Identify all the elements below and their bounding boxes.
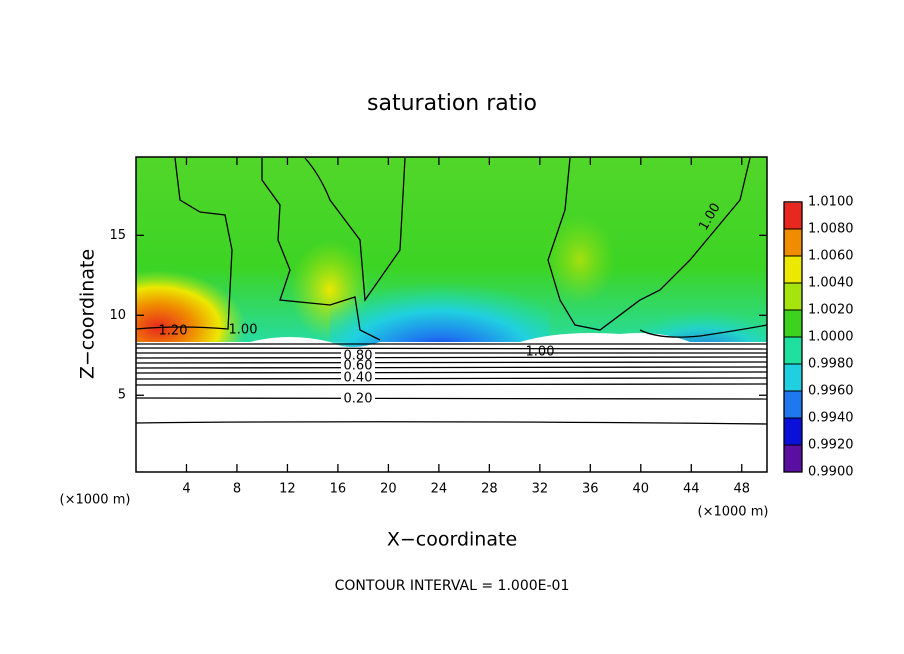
colorbar-label: 0.9900 [808,465,854,480]
y-unit-label: (×1000 m) [60,493,131,508]
chart-title: saturation ratio [367,91,537,116]
colorbar-label: 0.9960 [808,384,854,399]
colorbar-label: 1.0080 [808,222,854,237]
x-tick-label: 32 [532,482,549,497]
contour-label: 0.60 [344,359,373,374]
plot-frame [135,156,768,473]
x-tick-label: 24 [431,482,448,497]
contour-label-bg [341,393,375,405]
colorbar-label: 1.0100 [808,195,854,210]
x-tick-label: 44 [683,482,700,497]
contour-label-bg [341,350,375,362]
colorbar-swatch [784,229,802,256]
contour-label: 0.20 [344,392,373,407]
colorbar-label: 0.9920 [808,438,854,453]
colorbar-swatch [784,337,802,364]
colorbar-label: 0.9980 [808,357,854,372]
contour-label-bg [341,372,375,384]
y-tick-label: 15 [109,228,126,243]
x-tick-label: 20 [380,482,397,497]
colorbar-swatch [784,391,802,418]
contour-label: 0.80 [344,349,373,364]
contour-label: 1.00 [526,345,555,360]
field [136,157,767,472]
colorbar-label: 1.0040 [808,276,854,291]
colorbar-swatch [784,256,802,283]
x-tick-label: 36 [582,482,599,497]
contour-label: 1.20 [159,324,188,339]
colorbar-swatch [784,310,802,337]
x-tick-label: 28 [481,482,498,497]
colorbar-frame [783,201,803,473]
colorbar-label: 1.0060 [808,249,854,264]
colorbar-swatch [784,364,802,391]
x-tick-label: 8 [233,482,241,497]
x-tick-label: 48 [733,482,750,497]
colorbar-label: 1.0000 [808,330,854,345]
x-tick-label: 16 [330,482,347,497]
x-tick-label: 4 [182,482,190,497]
x-unit-label: (×1000 m) [698,505,769,520]
x-tick-label: 40 [633,482,650,497]
contour-label: 0.40 [344,371,373,386]
footnote: CONTOUR INTERVAL = 1.000E-01 [335,578,570,594]
colorbar-swatch [784,418,802,445]
colorbar-label: 1.0020 [808,303,854,318]
colorbar-label: 0.9940 [808,411,854,426]
colorbar-swatch [784,445,802,472]
colorbar-swatch [784,202,802,229]
colorbar-swatch [784,283,802,310]
contours [135,157,768,425]
y-tick-label: 10 [109,308,126,323]
x-axis-label: X−coordinate [387,529,517,551]
contour-label: 1.00 [229,323,258,338]
x-tick-label: 12 [279,482,296,497]
contour-label-bg [341,360,375,372]
y-axis-label: Z−coordinate [77,249,99,379]
y-tick-label: 5 [118,388,126,403]
